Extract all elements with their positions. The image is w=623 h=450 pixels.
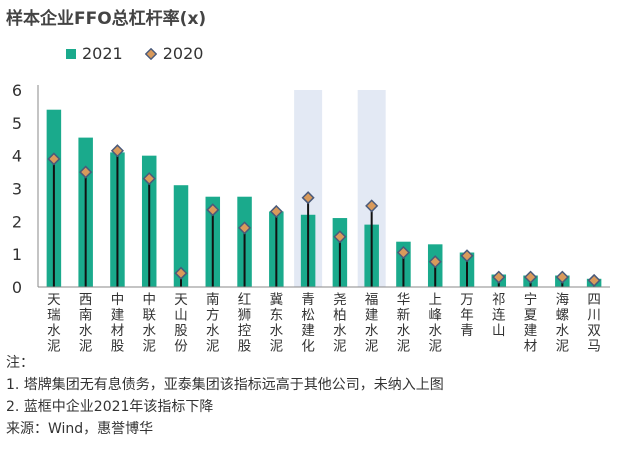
legend: 2021 2020 bbox=[66, 44, 225, 63]
source-note: 来源：Wind，惠誉博华 bbox=[6, 421, 154, 437]
y-tick-label: 1 bbox=[12, 245, 22, 264]
category-label: 冀东水泥 bbox=[270, 292, 284, 352]
y-tick-label: 2 bbox=[12, 212, 22, 231]
y-tick-label: 4 bbox=[12, 147, 22, 166]
marker-2020 bbox=[333, 230, 347, 244]
category-label: 中联水泥 bbox=[142, 292, 156, 352]
category-label: 海螺水泥 bbox=[556, 292, 570, 352]
category-label: 天瑞水泥 bbox=[47, 292, 61, 352]
y-tick-label: 5 bbox=[12, 114, 22, 133]
category-label: 西南水泥 bbox=[79, 292, 93, 352]
notes-label: 注： bbox=[6, 355, 34, 371]
y-tick-label: 6 bbox=[12, 81, 22, 100]
category-label: 祁连山 bbox=[492, 292, 506, 339]
category-label: 中建材股份 bbox=[111, 292, 125, 352]
category-label: 万年青 bbox=[460, 292, 474, 339]
marker-2020 bbox=[174, 266, 188, 280]
legend-bar-swatch bbox=[66, 48, 76, 59]
marker-2020 bbox=[396, 245, 411, 260]
note-1: 1. 塔牌集团无有息债务，亚泰集团该指标远高于其他公司，未纳入上图 bbox=[6, 377, 444, 393]
category-label: 宁夏建材 bbox=[524, 291, 538, 352]
marker-2020 bbox=[269, 204, 283, 219]
legend-label-2021: 2021 bbox=[82, 44, 123, 63]
note-2: 2. 蓝框中企业2021年该指标下降 bbox=[6, 399, 214, 415]
marker-2020 bbox=[555, 270, 569, 284]
marker-2020 bbox=[79, 165, 93, 179]
category-label: 尧柏水泥 bbox=[333, 292, 347, 352]
marker-2020 bbox=[142, 172, 156, 186]
category-label: 福建水泥 bbox=[365, 292, 379, 352]
marker-2020 bbox=[492, 270, 506, 284]
bar bbox=[173, 185, 189, 287]
category-label: 天山股份 bbox=[174, 292, 188, 352]
marker-2020 bbox=[206, 203, 220, 217]
chart-title: 样本企业FFO总杠杆率(x) bbox=[6, 9, 207, 29]
marker-2020 bbox=[301, 191, 315, 205]
y-tick-label: 3 bbox=[12, 180, 22, 199]
marker-2020 bbox=[460, 249, 474, 263]
legend-diamond-swatch bbox=[144, 47, 157, 60]
marker-2020 bbox=[428, 255, 442, 269]
notes: 注： 1. 塔牌集团无有息债务，亚泰集团该指标远高于其他公司，未纳入上图 2. … bbox=[6, 352, 444, 440]
chart-area: 0 1 2 3 4 5 6 天瑞水泥 西南水泥 中建材股份 中联水泥 天山股份 南方水泥 红狮控股 冀东水泥… bbox=[12, 81, 610, 352]
marker-2020 bbox=[365, 199, 379, 213]
category-label: 红狮控股 bbox=[238, 292, 252, 352]
category-label: 四川双马 bbox=[587, 292, 601, 352]
marker-2020 bbox=[47, 152, 61, 166]
marker-2020 bbox=[523, 270, 538, 284]
legend-label-2020: 2020 bbox=[162, 44, 204, 63]
y-tick-label: 0 bbox=[12, 278, 22, 297]
legend-item-2020: 2020 bbox=[144, 44, 204, 63]
category-label: 南方水泥 bbox=[206, 292, 220, 352]
marker-2020 bbox=[237, 221, 252, 235]
marker-2020 bbox=[587, 273, 601, 287]
legend-item-2021: 2021 bbox=[66, 44, 123, 63]
category-label: 华新水泥 bbox=[397, 292, 411, 352]
marker-2020 bbox=[110, 144, 125, 158]
category-label: 上峰水泥 bbox=[428, 292, 442, 352]
category-label: 青松建化 bbox=[301, 292, 315, 352]
